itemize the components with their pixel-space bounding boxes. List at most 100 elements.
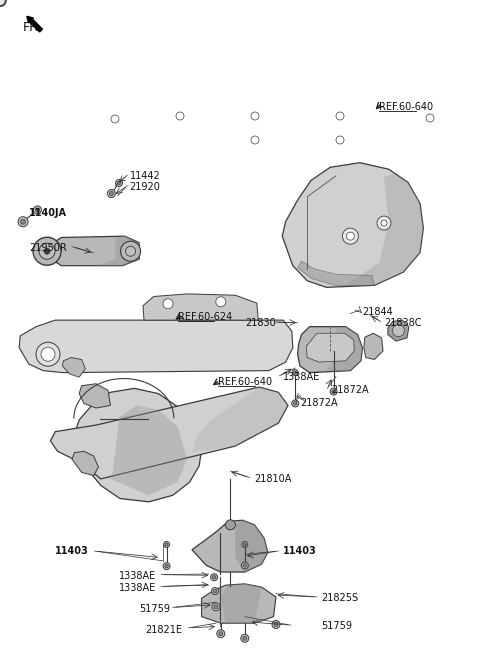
Circle shape [0,0,6,7]
Circle shape [0,0,5,5]
Text: 21838C: 21838C [384,318,421,328]
Text: 1338AE: 1338AE [119,571,156,581]
Circle shape [164,541,169,548]
Text: 1140JA: 1140JA [29,208,67,218]
Text: 11403: 11403 [55,546,89,556]
Polygon shape [48,236,139,266]
Text: 1338AE: 1338AE [119,583,156,593]
Circle shape [241,562,248,569]
Circle shape [176,112,184,120]
Circle shape [111,115,119,123]
Polygon shape [364,333,383,359]
Polygon shape [294,371,297,374]
Circle shape [0,0,5,5]
Polygon shape [192,387,288,453]
Polygon shape [117,181,121,185]
Polygon shape [243,564,247,567]
Polygon shape [298,261,374,285]
Text: 21872A: 21872A [300,398,337,408]
Circle shape [0,0,6,7]
Polygon shape [165,564,168,568]
Polygon shape [50,387,288,479]
Text: REF.60-640: REF.60-640 [379,102,433,112]
Text: REF.60-640: REF.60-640 [218,377,273,387]
Circle shape [44,248,50,255]
Circle shape [336,112,344,120]
Polygon shape [235,520,268,572]
Text: 21950R: 21950R [29,243,67,253]
Polygon shape [72,388,202,502]
Polygon shape [62,358,85,377]
Polygon shape [212,575,216,579]
Polygon shape [143,294,258,320]
Circle shape [212,588,218,594]
Circle shape [342,228,359,244]
Circle shape [120,241,141,261]
Circle shape [272,621,280,628]
Circle shape [251,112,259,120]
Circle shape [126,246,135,256]
Circle shape [0,0,5,5]
Circle shape [18,216,28,227]
Polygon shape [72,451,98,476]
Polygon shape [306,333,354,362]
Circle shape [381,220,387,226]
Circle shape [0,0,5,5]
Polygon shape [218,632,223,636]
Text: 11403: 11403 [283,546,317,556]
Text: 21844: 21844 [362,306,393,317]
Circle shape [34,206,41,214]
Polygon shape [243,543,246,546]
Polygon shape [298,327,362,373]
Circle shape [212,603,220,611]
Circle shape [36,342,60,366]
Circle shape [241,634,249,642]
Circle shape [226,520,235,530]
Polygon shape [20,219,26,224]
Circle shape [330,388,337,395]
Circle shape [163,563,170,569]
Polygon shape [79,384,110,408]
Polygon shape [110,405,187,495]
Text: 21872A: 21872A [331,384,369,395]
Polygon shape [293,401,297,405]
Circle shape [242,541,248,548]
Polygon shape [35,208,40,212]
Circle shape [292,369,298,376]
Polygon shape [165,543,168,546]
Text: 1338AE: 1338AE [283,372,321,382]
Circle shape [216,297,226,307]
Circle shape [336,136,344,144]
Polygon shape [213,589,217,593]
Text: 21810A: 21810A [254,474,292,484]
Polygon shape [282,163,423,287]
FancyArrow shape [27,16,42,32]
Polygon shape [214,605,218,609]
Text: 51759: 51759 [322,621,353,632]
Text: REF.60-624: REF.60-624 [178,312,232,322]
Polygon shape [242,636,247,640]
Circle shape [392,325,404,337]
Text: 51759: 51759 [139,604,170,614]
Polygon shape [274,623,278,626]
Polygon shape [221,584,262,623]
Text: 11442: 11442 [130,171,160,181]
Polygon shape [326,327,362,371]
Polygon shape [19,320,293,373]
Circle shape [33,237,61,265]
Polygon shape [202,584,276,623]
Circle shape [41,347,55,361]
Circle shape [39,243,55,259]
Text: 21821E: 21821E [145,625,182,635]
Text: 21825S: 21825S [322,593,359,604]
Circle shape [116,180,122,186]
Circle shape [377,216,391,230]
Polygon shape [192,520,268,572]
Text: 21920: 21920 [130,182,160,192]
Polygon shape [388,320,409,341]
Circle shape [0,0,5,5]
Circle shape [108,190,115,197]
Polygon shape [332,390,336,394]
Polygon shape [109,192,114,195]
Text: FR.: FR. [23,21,42,34]
